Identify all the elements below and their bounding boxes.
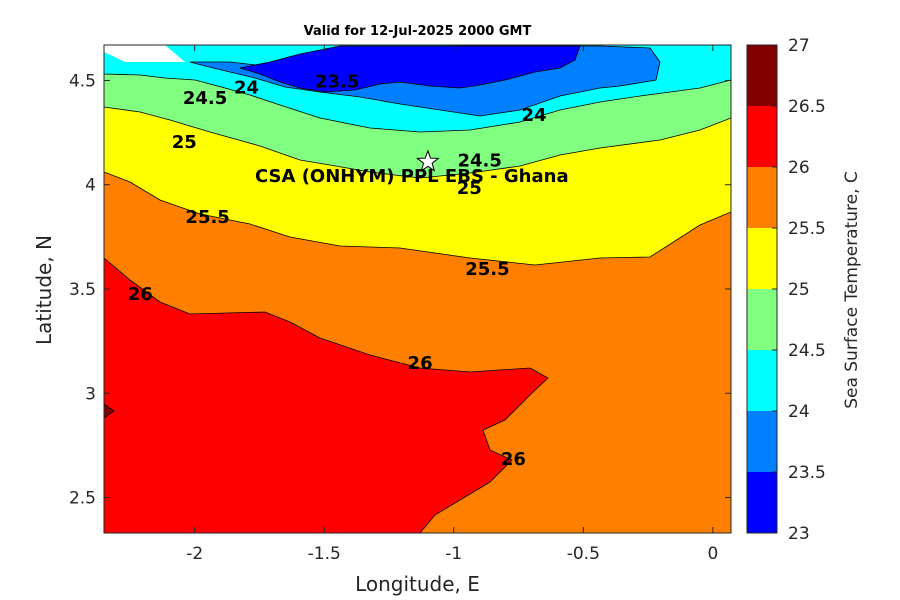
colorbar: 23 23.5 24 24.5 25 25.5 26 26.5 27: [746, 36, 826, 544]
colorbar-swatch: [747, 289, 777, 350]
colorbar-swatch: [747, 472, 777, 533]
colorbar-label: Sea Surface Temperature, C: [842, 171, 862, 409]
contour-label: 26: [408, 353, 433, 374]
colorbar-swatch: [747, 45, 777, 106]
contour-label: 24.5: [457, 151, 501, 172]
contour-band-26.5-27: [104, 403, 115, 419]
colorbar-tick-label: 25.5: [788, 219, 826, 239]
contour-label: 25.5: [465, 259, 509, 280]
contour-label: 24: [234, 78, 259, 99]
site-star-marker: [416, 149, 440, 172]
y-tick-label: 2.5: [69, 489, 96, 509]
y-tick-label: 3: [85, 384, 96, 404]
contour-label: 26: [501, 449, 526, 470]
colorbar-tick-label: 25: [788, 280, 810, 300]
contour-label: 24.5: [183, 88, 227, 109]
site-layer: CSA (ONHYM) PPL EBS - Ghana: [255, 149, 569, 187]
y-axis-label: Latitude, N: [32, 235, 56, 345]
x-axis: -2 -1.5 -1 -0.5 0: [186, 45, 718, 564]
contour-label: 25: [172, 132, 197, 153]
site-name-label: CSA (ONHYM) PPL EBS - Ghana: [255, 166, 569, 187]
contour-fill-layer: [104, 45, 731, 533]
x-tick-label: -2: [186, 544, 203, 564]
colorbar-swatch: [747, 228, 777, 289]
x-tick-label: -1: [445, 544, 462, 564]
y-tick-label: 3.5: [69, 280, 96, 300]
contour-label: 23.5: [315, 71, 359, 92]
contour-labels: 23.5 24 24 24.5 24.5 25 25 25.5 25.5 26 26 26: [128, 71, 547, 469]
x-tick-label: 0: [707, 544, 718, 564]
x-axis-label: Longitude, E: [355, 572, 480, 596]
colorbar-tick-label: 23.5: [788, 463, 826, 483]
contour-label: 26: [128, 284, 153, 305]
chart-title: Valid for 12-Jul-2025 2000 GMT: [303, 24, 532, 39]
contour-label: 25.5: [185, 207, 229, 228]
colorbar-swatch: [747, 167, 777, 228]
colorbar-swatch: [747, 106, 777, 167]
contour-label: 25: [457, 178, 482, 199]
x-tick-label: -0.5: [567, 544, 600, 564]
colorbar-tick-label: 27: [788, 36, 810, 56]
no-data-region: [104, 45, 185, 62]
colorbar-swatch: [747, 350, 777, 411]
colorbar-tick-label: 24.5: [788, 341, 826, 361]
y-axis: 2.5 3 3.5 4 4.5: [69, 71, 731, 509]
colorbar-tick-label: 26.5: [788, 97, 826, 117]
y-tick-label: 4: [85, 176, 96, 196]
colorbar-tick-label: 24: [788, 402, 810, 422]
colorbar-tick-label: 26: [788, 158, 810, 178]
x-tick-label: -1.5: [308, 544, 341, 564]
y-tick-label: 4.5: [69, 71, 96, 91]
colorbar-tick-label: 23: [788, 524, 810, 544]
contour-label: 24: [522, 105, 547, 126]
colorbar-swatch: [747, 411, 777, 472]
contour-band-23-23.5: [239, 45, 581, 93]
